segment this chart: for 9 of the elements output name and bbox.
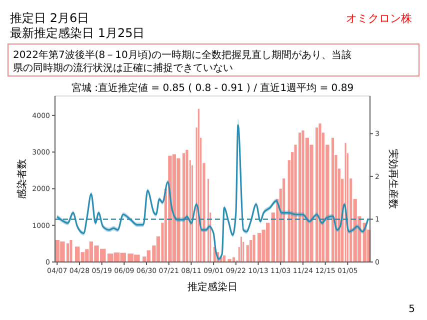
text: 宮城 :直近推定値 = 0.85 ( 0.8 - 0.91 ) / 直近1週平均 = 0.89 [71, 82, 354, 94]
y2-axis-title: 実効再生産数 [387, 149, 399, 209]
y-axis-title: 感染者数 [16, 159, 28, 199]
text: 5 [408, 304, 415, 315]
text: オミクロン株 [346, 12, 412, 25]
text: 2022年第7波後半(8－10月頃)の一時期に全数把握見直し期間があり、当該県の同時期の流行状況は正確に捕捉できていない [13, 49, 352, 74]
x-axis-title: 推定感染日 [188, 281, 238, 293]
chart-title: 推定日 2月6日 [10, 11, 90, 25]
chart-subtitle: 最新推定感染日 1月25日 [10, 26, 145, 40]
